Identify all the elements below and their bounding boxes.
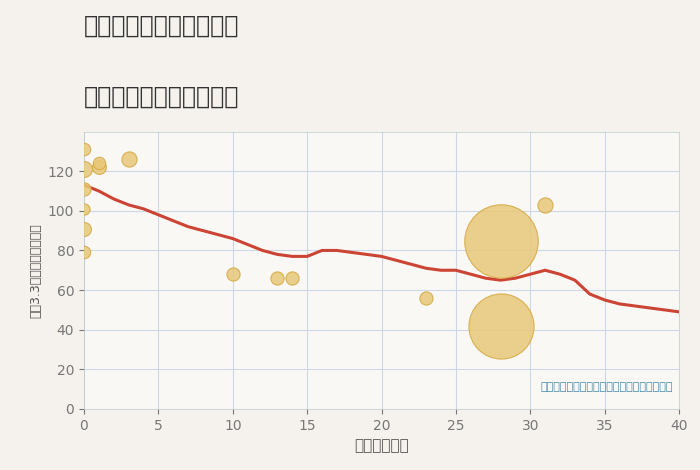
Point [227,270,238,278]
Point [540,201,551,209]
Point [78,249,90,256]
Point [93,164,104,171]
Text: 円の大きさは、取引のあった物件面積を示す: 円の大きさは、取引のあった物件面積を示す [540,382,673,392]
Point [421,294,432,302]
Point [78,225,90,233]
Point [495,237,506,244]
Point [272,274,283,282]
Point [78,165,90,173]
Y-axis label: 坪（3.3㎡）単価（万円）: 坪（3.3㎡）単価（万円） [29,223,42,318]
Point [78,205,90,212]
Point [93,159,104,167]
Text: 築年数別中古戸建て価格: 築年数別中古戸建て価格 [84,85,239,109]
X-axis label: 築年数（年）: 築年数（年） [354,438,409,453]
Point [123,156,134,163]
Point [287,274,298,282]
Text: 奈良県奈良市三条大路の: 奈良県奈良市三条大路の [84,14,239,38]
Point [495,322,506,329]
Point [78,185,90,193]
Point [78,146,90,153]
